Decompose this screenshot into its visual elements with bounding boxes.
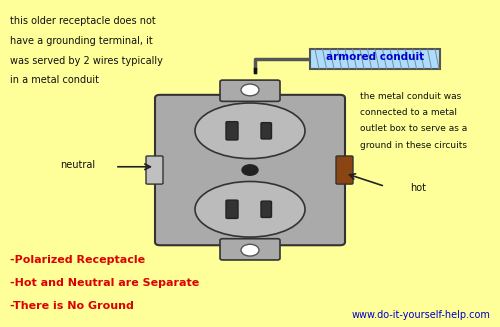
Text: this older receptacle does not: this older receptacle does not	[10, 16, 156, 26]
Text: have a grounding terminal, it: have a grounding terminal, it	[10, 36, 153, 46]
Text: was served by 2 wires typically: was served by 2 wires typically	[10, 56, 163, 66]
FancyBboxPatch shape	[220, 80, 280, 101]
Bar	[310, 49, 440, 69]
Circle shape	[241, 244, 259, 256]
Circle shape	[242, 165, 258, 175]
Text: armored conduit: armored conduit	[326, 52, 424, 62]
Text: ground in these circuits: ground in these circuits	[360, 141, 467, 150]
Text: outlet box to serve as a: outlet box to serve as a	[360, 124, 467, 133]
Text: www.do-it-yourself-help.com: www.do-it-yourself-help.com	[351, 310, 490, 320]
Text: the metal conduit was: the metal conduit was	[360, 92, 461, 101]
Ellipse shape	[195, 103, 305, 159]
Text: hot: hot	[410, 183, 426, 193]
Ellipse shape	[195, 181, 305, 237]
Text: connected to a metal: connected to a metal	[360, 108, 457, 117]
FancyBboxPatch shape	[226, 200, 238, 218]
Text: neutral: neutral	[60, 160, 95, 170]
FancyBboxPatch shape	[336, 156, 353, 184]
Text: -Hot and Neutral are Separate: -Hot and Neutral are Separate	[10, 278, 199, 288]
FancyBboxPatch shape	[261, 123, 272, 139]
FancyBboxPatch shape	[155, 95, 345, 245]
Text: -Polarized Receptacle: -Polarized Receptacle	[10, 255, 145, 265]
FancyBboxPatch shape	[261, 201, 272, 217]
Circle shape	[241, 84, 259, 96]
Text: in a metal conduit: in a metal conduit	[10, 75, 99, 85]
FancyBboxPatch shape	[226, 122, 238, 140]
Text: -There is No Ground: -There is No Ground	[10, 301, 134, 311]
FancyBboxPatch shape	[146, 156, 163, 184]
FancyBboxPatch shape	[220, 239, 280, 260]
